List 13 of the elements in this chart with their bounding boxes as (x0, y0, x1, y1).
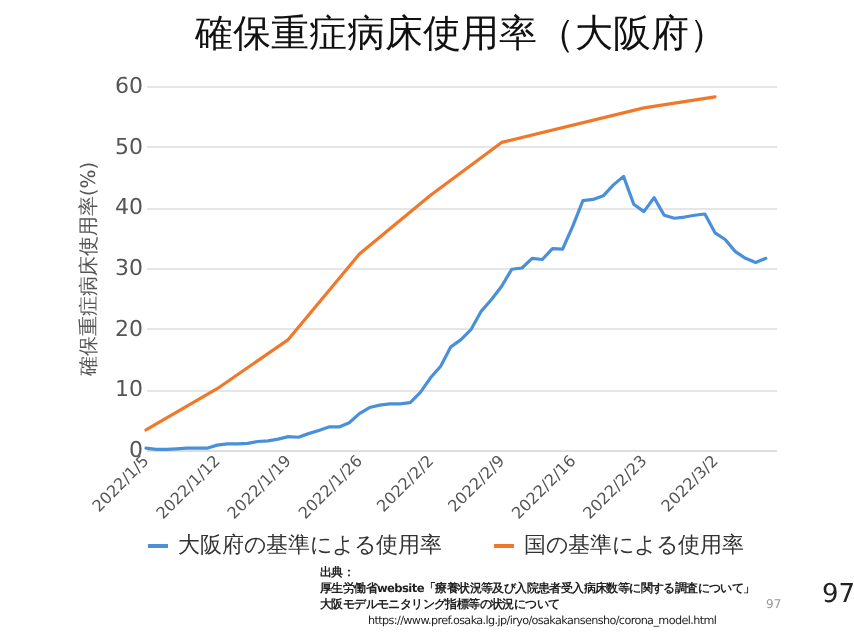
y-tick-label: 30 (115, 255, 143, 281)
y-tick-label: 40 (115, 194, 143, 221)
y-tick-label: 60 (115, 73, 143, 99)
y-tick-label: 20 (115, 315, 143, 342)
text: 97 (822, 580, 854, 610)
line-series (144, 174, 768, 451)
chart-title: 確保重症病床使用率（大阪府） (193, 12, 727, 56)
legend-label: 大阪府の基準による使用率 (178, 532, 442, 558)
y-axis-title: 確保重症病床使用率(%) (77, 161, 102, 379)
legend-label: 国の基準による使用率 (524, 532, 744, 558)
y-tick-label: 50 (115, 133, 143, 160)
y-tick-label: 10 (115, 376, 143, 403)
line-series (144, 95, 717, 432)
